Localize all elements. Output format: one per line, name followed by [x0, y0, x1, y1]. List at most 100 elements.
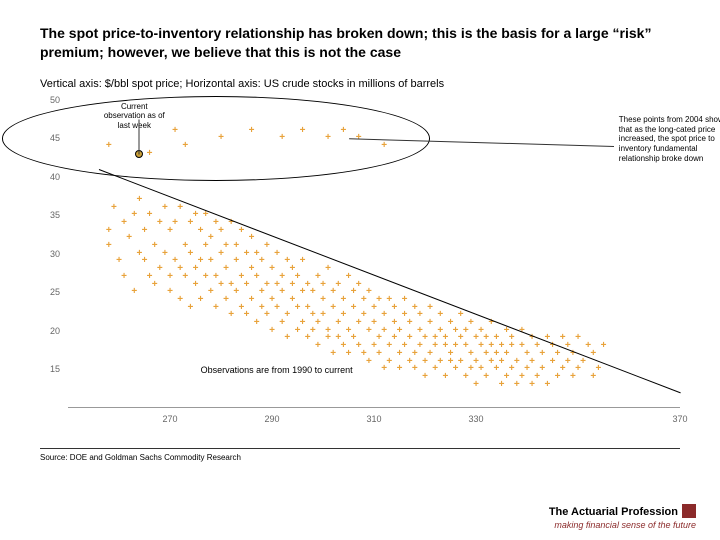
data-point: + [223, 295, 229, 305]
data-point: + [330, 349, 336, 359]
data-point: + [198, 256, 204, 266]
data-point: + [167, 287, 173, 297]
data-point: + [407, 333, 413, 343]
data-point: + [295, 303, 301, 313]
data-point: + [136, 195, 142, 205]
y-tick: 40 [50, 172, 60, 182]
data-point: + [244, 249, 250, 259]
data-point: + [218, 280, 224, 290]
data-point: + [376, 295, 382, 305]
data-point: + [244, 280, 250, 290]
data-point: + [177, 295, 183, 305]
data-point: + [544, 380, 550, 390]
annotation-observations: Observations are from 1990 to current [201, 365, 353, 376]
data-point: + [442, 372, 448, 382]
data-point: + [391, 303, 397, 313]
data-point: + [346, 272, 352, 282]
data-point: + [320, 295, 326, 305]
data-point: + [121, 272, 127, 282]
y-tick: 20 [50, 326, 60, 336]
data-point: + [269, 264, 275, 274]
data-point: + [198, 226, 204, 236]
data-point: + [274, 249, 280, 259]
y-tick: 30 [50, 249, 60, 259]
brand-name: The Actuarial Profession [549, 506, 678, 518]
data-point: + [264, 280, 270, 290]
data-point: + [106, 241, 112, 251]
data-point: + [233, 241, 239, 251]
axis-label: Vertical axis: $/bbl spot price; Horizon… [40, 78, 680, 90]
data-point: + [483, 372, 489, 382]
data-point: + [142, 226, 148, 236]
data-point: + [152, 280, 158, 290]
data-point: + [208, 256, 214, 266]
data-point: + [157, 218, 163, 228]
data-point: + [167, 272, 173, 282]
data-point: + [233, 287, 239, 297]
data-point: + [264, 241, 270, 251]
data-point: + [254, 318, 260, 328]
data-point: + [340, 310, 346, 320]
data-point: + [284, 333, 290, 343]
data-point: + [193, 210, 199, 220]
x-tick: 310 [366, 414, 381, 424]
data-point: + [147, 210, 153, 220]
data-point: + [514, 357, 520, 367]
data-point: + [340, 295, 346, 305]
data-point: + [366, 287, 372, 297]
x-tick: 330 [468, 414, 483, 424]
data-point: + [509, 341, 515, 351]
data-point: + [422, 372, 428, 382]
data-point: + [162, 203, 168, 213]
data-point: + [182, 272, 188, 282]
data-point: + [473, 380, 479, 390]
data-point: + [427, 318, 433, 328]
data-point: + [407, 318, 413, 328]
data-point: + [228, 310, 234, 320]
data-point: + [397, 364, 403, 374]
data-point: + [259, 256, 265, 266]
data-point: + [177, 203, 183, 213]
data-point: + [198, 295, 204, 305]
data-point: + [172, 218, 178, 228]
data-point: + [208, 287, 214, 297]
data-point: + [264, 310, 270, 320]
data-point: + [269, 326, 275, 336]
x-tick: 270 [162, 414, 177, 424]
data-point: + [121, 218, 127, 228]
data-point: + [458, 310, 464, 320]
data-point: + [427, 303, 433, 313]
data-point: + [295, 272, 301, 282]
data-point: + [555, 349, 561, 359]
data-point: + [371, 318, 377, 328]
data-point: + [468, 318, 474, 328]
data-point: + [223, 264, 229, 274]
data-point: + [218, 226, 224, 236]
data-point: + [310, 287, 316, 297]
data-point: + [422, 333, 428, 343]
data-point: + [249, 233, 255, 243]
data-point: + [254, 272, 260, 282]
data-point: + [244, 310, 250, 320]
data-point: + [376, 349, 382, 359]
data-point: + [351, 303, 357, 313]
brand-square-icon [682, 504, 696, 518]
y-tick: 15 [50, 364, 60, 374]
data-point: + [320, 310, 326, 320]
data-point: + [279, 287, 285, 297]
data-point: + [284, 310, 290, 320]
data-point: + [187, 249, 193, 259]
data-point: + [330, 303, 336, 313]
data-point: + [274, 303, 280, 313]
data-point: + [116, 256, 122, 266]
data-point: + [208, 233, 214, 243]
data-point: + [381, 310, 387, 320]
data-point: + [397, 326, 403, 336]
data-point: + [432, 341, 438, 351]
data-point: + [386, 357, 392, 367]
annotation-current: Current observation as of last week [99, 102, 169, 131]
x-tick: 370 [672, 414, 687, 424]
data-point: + [162, 249, 168, 259]
y-tick: 25 [50, 287, 60, 297]
data-point: + [249, 295, 255, 305]
